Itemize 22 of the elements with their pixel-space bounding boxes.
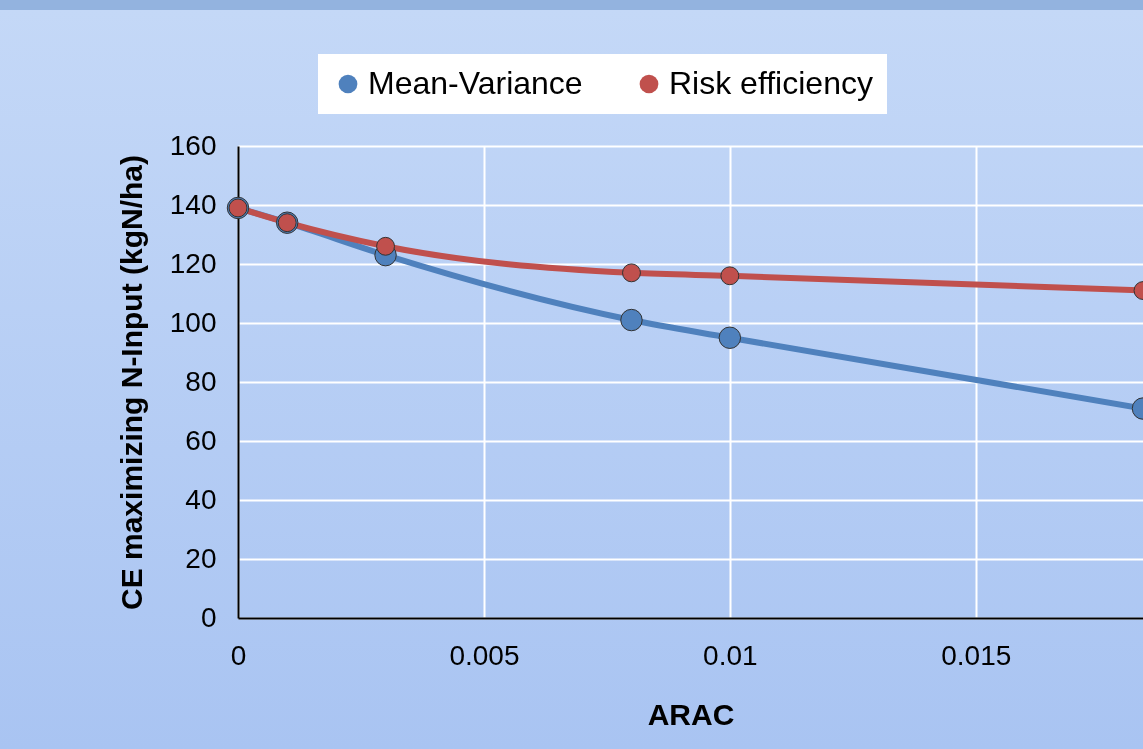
y-tick-label: 120 <box>169 247 217 279</box>
point <box>622 263 641 283</box>
x-tick-label: 0 <box>230 639 247 671</box>
y-axis-title: CE maximizing N-Input (kgN/ha) <box>114 154 148 611</box>
point <box>620 308 643 332</box>
y-tick-label: 40 <box>185 483 217 515</box>
point <box>718 326 742 349</box>
x-tick-label: 0.01 <box>703 639 758 671</box>
y-tick-label: 140 <box>169 188 217 220</box>
x-tick-label: 0.015 <box>941 639 1012 671</box>
point <box>376 236 395 256</box>
x-axis-title: ARAC <box>647 697 735 731</box>
legend-label: Mean-Variance <box>368 65 583 101</box>
y-tick-label: 60 <box>185 424 217 456</box>
y-tick-label: 20 <box>185 542 217 574</box>
y-tick-label: 160 <box>169 129 217 161</box>
x-tick-label: 0.005 <box>449 639 520 671</box>
y-tick-label: 100 <box>169 306 217 338</box>
y-tick-label: 80 <box>185 365 217 397</box>
y-tick-label: 0 <box>200 601 217 633</box>
point <box>720 266 740 286</box>
legend-label: Risk efficiency <box>669 65 873 101</box>
